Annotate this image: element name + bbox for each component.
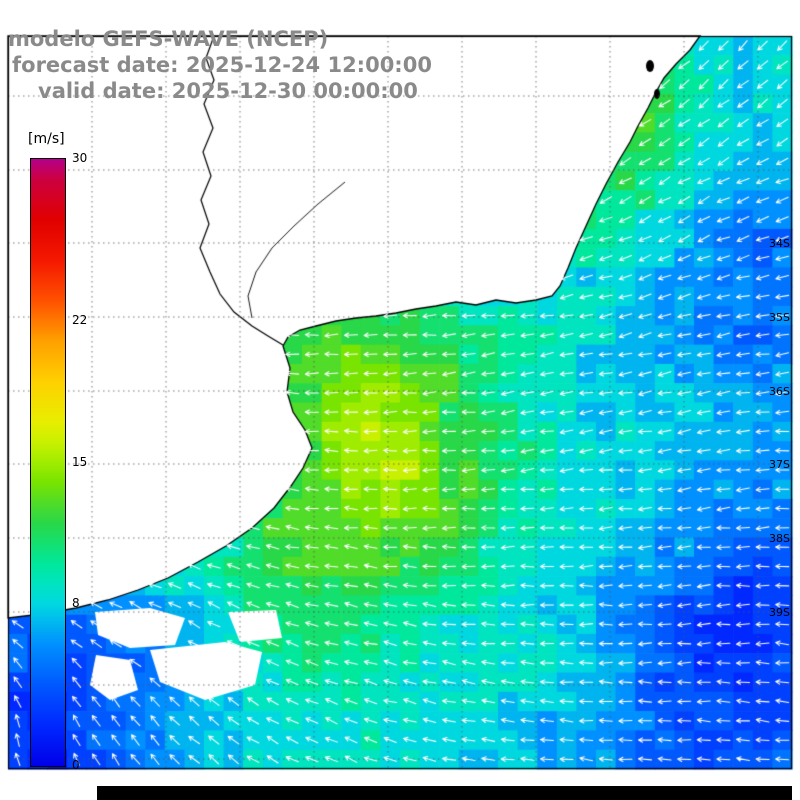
- latitude-label: 35S: [769, 311, 790, 324]
- colorbar-tick-label: 8: [72, 596, 80, 611]
- latitude-label: 37S: [769, 458, 790, 471]
- colorbar-tick-label: 15: [72, 454, 88, 469]
- colorbar-tick-label: 30: [72, 151, 88, 165]
- footer-bar: [97, 786, 792, 800]
- colorbar: [30, 158, 66, 767]
- latitude-label: 34S: [769, 237, 790, 250]
- colorbar-tick-label: 0: [72, 758, 80, 772]
- latitude-label: 38S: [769, 532, 790, 545]
- latitude-label: 36S: [769, 385, 790, 398]
- latitude-label: 39S: [769, 606, 790, 619]
- colorbar-unit-label: [m/s]: [28, 131, 65, 147]
- colorbar-tick-label: 22: [72, 312, 88, 327]
